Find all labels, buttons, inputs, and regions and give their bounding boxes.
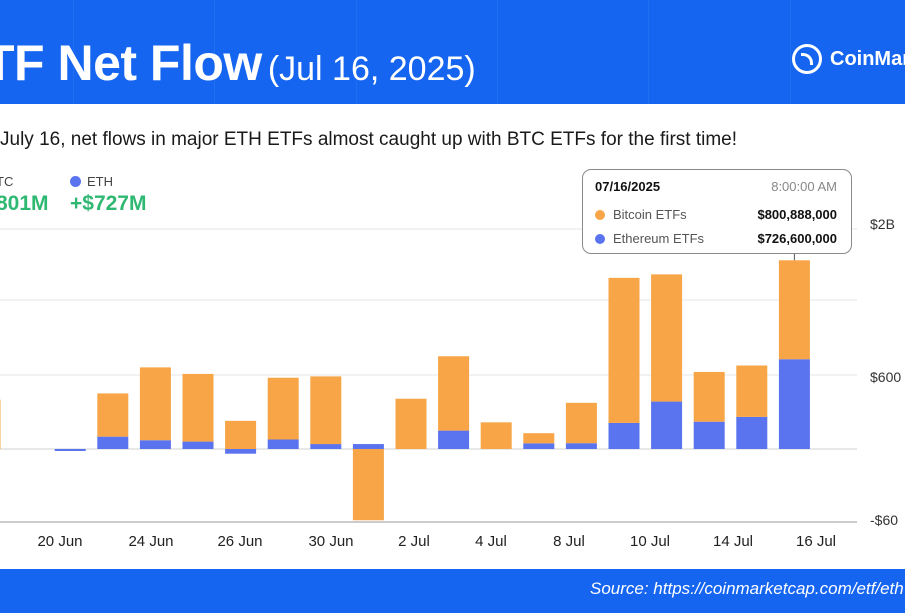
bar-ethereum: [97, 436, 129, 449]
x-tick-label: 10 Jul: [630, 533, 670, 550]
tooltip-row-amount: $726,600,000: [757, 231, 837, 246]
header-grid-line: [356, 0, 357, 104]
chart-tooltip: 07/16/2025 8:00:00 AM Bitcoin ETFs $800,…: [582, 169, 852, 254]
brand[interactable]: CoinMar: [792, 44, 905, 74]
coinmarketcap-logo-icon: [792, 44, 822, 74]
bar-ethereum: [523, 443, 555, 449]
bar-bitcoin: [352, 449, 384, 521]
bar-ethereum: [651, 401, 683, 449]
bar-bitcoin: [310, 376, 342, 445]
eth-dot-icon: [70, 176, 81, 187]
tooltip-row-amount: $800,888,000: [757, 207, 837, 222]
tooltip-row-eth: Ethereum ETFs $726,600,000: [595, 231, 837, 246]
bar-ethereum: [267, 439, 299, 449]
bar-bitcoin: [693, 371, 725, 422]
legend-btc-label: TC: [0, 174, 14, 189]
bar-bitcoin: [438, 356, 470, 431]
bar-ethereum: [310, 444, 342, 449]
tooltip-time: 8:00:00 AM: [771, 179, 837, 194]
x-tick-label: 20 Jun: [37, 533, 82, 550]
bar-ethereum: [139, 440, 171, 449]
title-text: TF Net Flow: [0, 35, 262, 91]
tooltip-row-name: Bitcoin ETFs: [613, 207, 687, 222]
bar-bitcoin: [267, 377, 299, 440]
bar-bitcoin: [0, 399, 1, 449]
header-banner: TF Net Flow (Jul 16, 2025) CoinMar: [0, 0, 905, 104]
bar-ethereum: [352, 444, 384, 449]
header-grid-line: [73, 0, 74, 104]
brand-name: CoinMar: [830, 47, 905, 70]
y-tick-label: $2B: [870, 216, 895, 232]
bar-bitcoin: [608, 277, 640, 423]
bar-bitcoin: [395, 398, 427, 449]
bar-ethereum: [608, 422, 640, 449]
bar-ethereum: [182, 441, 214, 449]
bar-ethereum: [565, 443, 597, 449]
bar-bitcoin: [565, 402, 597, 444]
tooltip-date: 07/16/2025: [595, 179, 661, 194]
source-link[interactable]: Source: https://coinmarketcap.com/etf/et…: [590, 579, 904, 598]
x-tick-label: 24 Jun: [128, 533, 173, 550]
bar-ethereum: [778, 359, 810, 449]
title-date: (Jul 16, 2025): [267, 50, 476, 88]
x-tick-label: 16 Jul: [796, 533, 836, 550]
tooltip-row-name: Ethereum ETFs: [613, 231, 705, 246]
header-grid-line: [648, 0, 649, 104]
x-tick-label: 8 Jul: [553, 533, 585, 550]
chart-subtitle: July 16, net flows in major ETH ETFs alm…: [0, 129, 738, 150]
legend-eth-label: ETH: [87, 174, 113, 189]
bar-ethereum: [736, 416, 768, 449]
footer-banner: Source: https://coinmarketcap.com/etf/et…: [0, 569, 905, 613]
bar-bitcoin: [651, 274, 683, 402]
header-grid-line: [790, 0, 791, 104]
y-tick-label: $600: [870, 369, 901, 385]
legend-eth-value: +$727M: [70, 192, 147, 215]
x-tick-label: 26 Jun: [217, 533, 262, 550]
legend-btc[interactable]: TC 801M: [0, 174, 49, 216]
bar-bitcoin: [778, 260, 810, 360]
bar-bitcoin: [139, 367, 171, 441]
bar-bitcoin: [523, 433, 555, 444]
header-grid-line: [497, 0, 498, 104]
x-tick-label: 14 Jul: [713, 533, 753, 550]
bar-bitcoin: [182, 373, 214, 442]
tooltip-row-btc: Bitcoin ETFs $800,888,000: [595, 207, 837, 222]
bar-ethereum: [693, 421, 725, 449]
header-grid-line: [214, 0, 215, 104]
bar-bitcoin: [480, 422, 512, 449]
x-tick-label: 2 Jul: [398, 533, 430, 550]
bar-ethereum: [54, 449, 86, 451]
legend-btc-value: 801M: [0, 192, 49, 215]
ethereum-dot-icon: [595, 233, 605, 244]
bar-bitcoin: [97, 393, 129, 437]
bar-bitcoin: [225, 420, 257, 449]
bitcoin-dot-icon: [595, 209, 605, 220]
bar-ethereum: [225, 449, 257, 454]
page-title: TF Net Flow (Jul 16, 2025): [0, 34, 476, 92]
x-tick-label: 4 Jul: [475, 533, 507, 550]
bar-ethereum: [438, 430, 470, 449]
x-tick-label: 30 Jun: [308, 533, 353, 550]
bar-bitcoin: [736, 365, 768, 417]
y-tick-label: -$60: [870, 512, 898, 528]
legend-eth[interactable]: ETH +$727M: [70, 174, 146, 216]
